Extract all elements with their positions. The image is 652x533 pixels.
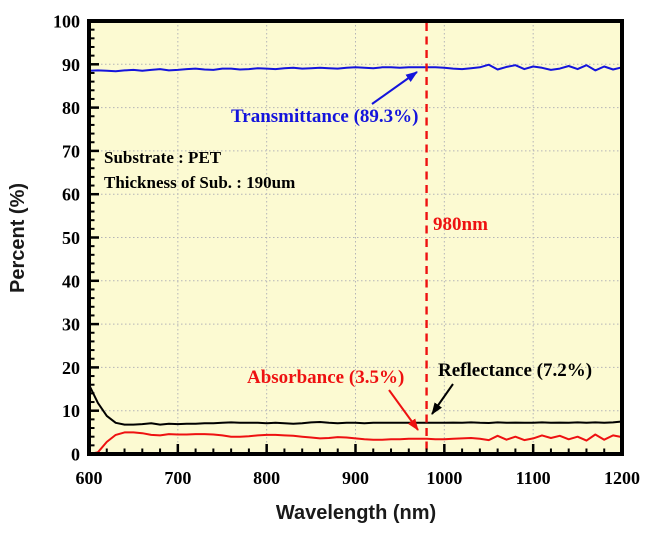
- y-tick-label: 40: [62, 271, 80, 291]
- absorbance-annotation: Absorbance (3.5%): [247, 367, 404, 388]
- absorbance-curve: [88, 431, 623, 455]
- reference-line-label: 980nm: [433, 214, 488, 235]
- x-tick-label: 600: [76, 468, 103, 488]
- transmittance-curve: [88, 63, 623, 73]
- y-tick-label: 80: [62, 98, 80, 118]
- y-tick-label: 90: [62, 55, 80, 75]
- substrate-note-line2: Thickness of Sub. : 190um: [104, 173, 295, 192]
- x-tick-labels: 600 700 800 900 1000 1100 1200: [76, 468, 641, 488]
- transmittance-annotation: Transmittance (89.3%): [231, 106, 419, 127]
- x-tick-label: 700: [164, 468, 191, 488]
- y-tick-label: 0: [71, 445, 80, 465]
- absorbance-arrow: [388, 389, 419, 431]
- y-tick-label: 10: [62, 401, 80, 421]
- x-tick-label: 800: [253, 468, 280, 488]
- x-axis-title: Wavelength (nm): [276, 502, 436, 524]
- substrate-note-line1: Substrate : PET: [104, 148, 222, 167]
- gridlines: [89, 21, 622, 454]
- y-tick-label: 20: [62, 358, 80, 378]
- axis-ticks: [87, 19, 624, 456]
- x-tick-label: 1100: [516, 468, 551, 488]
- reflectance-annotation: Reflectance (7.2%): [438, 360, 592, 381]
- y-tick-label: 70: [62, 141, 80, 161]
- y-tick-labels: 0 10 20 30 40 50 60 70 80 90 100: [53, 12, 80, 465]
- y-tick-label: 30: [62, 315, 80, 335]
- y-tick-label: 50: [62, 228, 80, 248]
- x-tick-label: 1200: [604, 468, 640, 488]
- transmittance-arrow: [371, 71, 418, 105]
- x-tick-label: 1000: [426, 468, 462, 488]
- reflectance-curve: [88, 383, 623, 426]
- y-axis-title: Percent (%): [7, 183, 29, 293]
- y-tick-label: 100: [53, 12, 80, 32]
- x-tick-label: 900: [342, 468, 369, 488]
- reflectance-arrow: [431, 383, 454, 415]
- y-tick-label: 60: [62, 185, 80, 205]
- data-series-lines: [88, 63, 623, 455]
